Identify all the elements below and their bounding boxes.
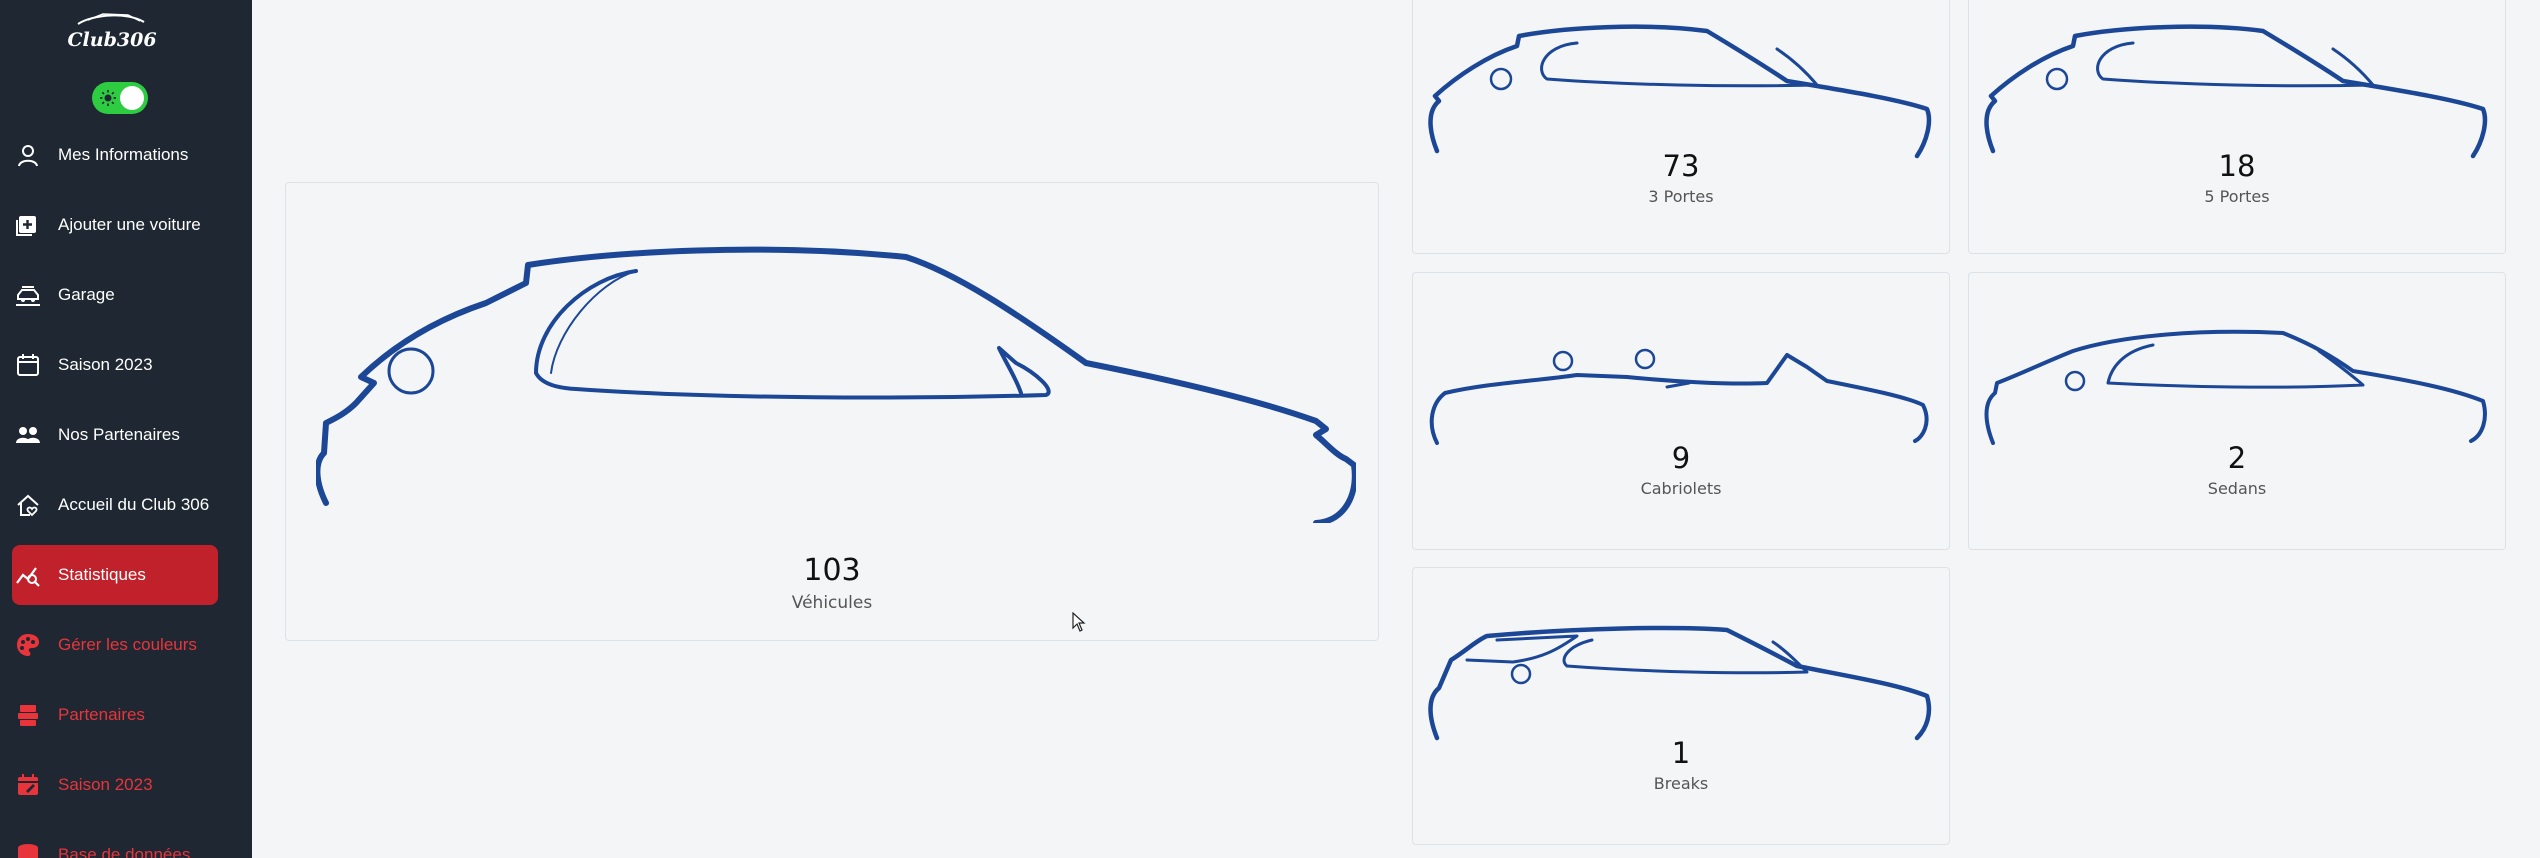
sidebar-item-base-de-donnees-admin[interactable]: Base de données [12, 825, 218, 858]
sedan-car-icon [1984, 329, 2487, 445]
sidebar-item-garage[interactable]: Garage [12, 265, 218, 325]
mouse-cursor-icon [1072, 612, 1086, 632]
cabriolet-label: Cabriolets [1640, 479, 1722, 498]
money-stack-icon [14, 701, 42, 729]
stat-card-break: 1 Breaks [1412, 567, 1950, 845]
cabriolet-car-icon [1429, 348, 1929, 445]
sidebar: Club306 Mes Informations Ajouter une voit… [0, 0, 252, 858]
sidebar-item-partenaires-admin[interactable]: Partenaires [12, 685, 218, 745]
total-label: Véhicules [791, 593, 873, 613]
break-count: 1 [1671, 736, 1691, 770]
sidebar-item-label: Statistiques [58, 565, 146, 584]
sidebar-item-label: Saison 2023 [58, 355, 153, 374]
sidebar-item-saison-2023[interactable]: Saison 2023 [12, 335, 218, 395]
theme-toggle[interactable] [92, 82, 148, 114]
hatchback-car-icon [316, 246, 1356, 523]
total-count: 103 [803, 553, 861, 588]
5-door-count: 18 [2218, 149, 2256, 183]
3-door-label: 3 Portes [1648, 187, 1714, 206]
sidebar-item-gerer-les-couleurs-admin[interactable]: Gérer les couleurs [12, 615, 218, 675]
3-door-car-icon [1428, 24, 1932, 159]
palette-icon [14, 631, 42, 659]
stat-card-5-door: 18 5 Portes [1968, 0, 2506, 254]
calendar-icon [14, 351, 42, 379]
break-label: Breaks [1653, 774, 1709, 793]
3-door-count: 73 [1662, 149, 1700, 183]
stat-card-3-door: 73 3 Portes [1412, 0, 1950, 254]
5-door-label: 5 Portes [2204, 187, 2270, 206]
sidebar-item-label: Ajouter une voiture [58, 215, 201, 234]
cabriolet-count: 9 [1671, 441, 1691, 475]
sidebar-item-label: Accueil du Club 306 [58, 495, 210, 514]
chart-search-icon [14, 561, 42, 589]
club306-logo[interactable]: Club306 [58, 10, 166, 54]
5-door-car-icon [1984, 24, 2488, 159]
sidebar-item-ajouter-une-voiture[interactable]: Ajouter une voiture [12, 195, 218, 255]
stat-card-total: 103 Véhicules [285, 182, 1379, 641]
users-icon [14, 421, 42, 449]
sidebar-item-label: Nos Partenaires [58, 425, 180, 444]
toggle-knob [120, 86, 144, 110]
car-lift-icon [14, 281, 42, 309]
stat-card-sedan: 2 Sedans [1968, 272, 2506, 550]
sedan-label: Sedans [2207, 479, 2267, 498]
add-square-icon [14, 211, 42, 239]
sidebar-item-statistiques[interactable]: Statistiques [12, 545, 218, 605]
sidebar-item-label: Partenaires [58, 705, 145, 724]
break-car-icon [1428, 625, 1932, 741]
sidebar-item-label: Saison 2023 [58, 775, 153, 794]
sidebar-item-accueil-du-club-306[interactable]: Accueil du Club 306 [12, 475, 218, 535]
sidebar-item-nos-partenaires[interactable]: Nos Partenaires [12, 405, 218, 465]
stat-card-cabriolet: 9 Cabriolets [1412, 272, 1950, 550]
sidebar-item-label: Mes Informations [58, 145, 189, 164]
sedan-count: 2 [2227, 441, 2247, 475]
sidebar-item-saison-2023-admin[interactable]: Saison 2023 [12, 755, 218, 815]
user-icon [14, 141, 42, 169]
sidebar-item-mes-informations[interactable]: Mes Informations [12, 125, 218, 185]
calendar-edit-icon [14, 771, 42, 799]
home-heart-icon [14, 491, 42, 519]
sun-icon [100, 90, 116, 106]
sidebar-item-label: Gérer les couleurs [58, 635, 197, 654]
database-icon [14, 841, 42, 858]
logo-text: Club306 [67, 29, 156, 51]
sidebar-item-label: Base de données [58, 845, 191, 858]
sidebar-item-label: Garage [58, 285, 115, 304]
